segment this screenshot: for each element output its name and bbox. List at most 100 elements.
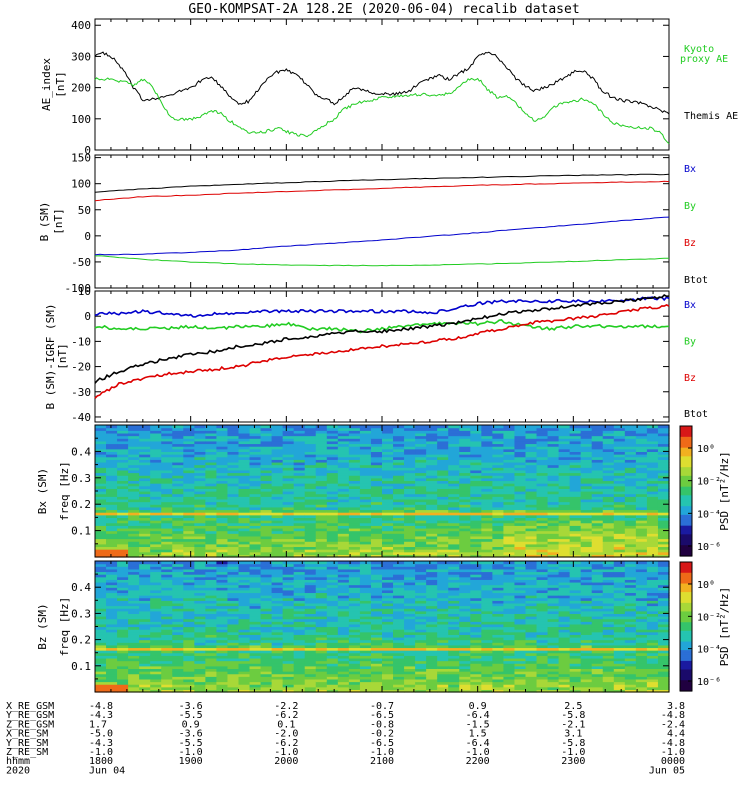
colorbar-segment (680, 534, 692, 538)
spectrogram-cell (139, 644, 151, 649)
spectrogram-cell (602, 541, 615, 545)
colorbar-segment (680, 543, 692, 546)
spectrogram-cell (448, 469, 460, 474)
spectrogram-cell (448, 678, 460, 683)
spectrogram-cell (448, 464, 460, 468)
spectrogram-cell (503, 451, 516, 455)
spectrogram-cell (657, 525, 670, 529)
spectrogram-cell (426, 469, 438, 474)
spectrogram-cell (293, 576, 306, 580)
colorbar-segment (680, 428, 692, 431)
spectrogram-cell (437, 587, 449, 591)
spectrogram-cell (95, 629, 107, 633)
spectrogram-cell (382, 689, 394, 693)
spectrogram-cell (635, 525, 648, 529)
spectrogram-cell (205, 660, 218, 664)
colorbar-segment (680, 436, 692, 440)
spectrogram-cell (128, 639, 140, 643)
spectrogram-cell (95, 506, 107, 511)
spectrogram-cell (260, 554, 273, 558)
spectrogram-cell (514, 467, 527, 471)
spectrogram-cell (646, 549, 659, 553)
spectrogram-cell (415, 684, 427, 688)
spectrogram-cell (370, 584, 383, 588)
spectrogram-cell (139, 517, 151, 521)
spectrogram-cell (404, 432, 416, 437)
spectrogram-cell (161, 446, 173, 450)
spectrogram-cell (128, 644, 140, 649)
spectrogram-cell (635, 472, 648, 476)
spectrogram-cell (282, 459, 295, 463)
spectrogram-cell (304, 527, 317, 532)
spectrogram-cell (238, 541, 251, 545)
spectrogram-cell (393, 496, 405, 500)
spectrogram-cell (304, 551, 317, 555)
spectrogram-cell (426, 616, 438, 620)
spectrogram-cell (216, 477, 229, 482)
spectrogram-cell (161, 504, 173, 508)
spectrogram-cell (393, 443, 405, 447)
spectrogram-cell (404, 454, 416, 458)
spectrogram-cell (128, 527, 140, 532)
spectrogram-cell (348, 491, 361, 495)
spectrogram-cell (205, 584, 218, 588)
spectrogram-cell (503, 533, 516, 537)
spectrogram-cell (172, 461, 184, 466)
spectrogram-cell (326, 459, 339, 463)
spectrogram-cell (481, 561, 493, 565)
spectrogram-cell (227, 602, 240, 607)
spectrogram-cell (216, 650, 229, 654)
spectrogram-cell (492, 623, 505, 628)
spectrogram-cell (260, 610, 273, 614)
spectrogram-cell (404, 595, 416, 599)
spectrogram-cell (183, 668, 195, 672)
spectrogram-cell (282, 504, 295, 508)
spectrogram-cell (591, 488, 604, 492)
spectrogram-cell (448, 506, 460, 511)
spectrogram-cell (128, 681, 140, 685)
spectrogram-cell (448, 665, 460, 670)
spectrogram-cell (602, 514, 615, 518)
spectrogram-cell (117, 657, 129, 662)
spectrogram-cell (404, 676, 416, 680)
spectrogram-cell (393, 597, 405, 601)
spectrogram-cell (238, 525, 251, 529)
spectrogram-cell (271, 602, 284, 607)
spectrogram-cell (117, 568, 129, 573)
spectrogram-cell (359, 461, 372, 466)
spectrogram-cell (216, 546, 229, 550)
spectrogram-cell (172, 549, 184, 553)
spectrogram-cell (326, 673, 339, 677)
spectrogram-cell (337, 579, 350, 583)
spectrogram-cell (525, 477, 538, 482)
spectrogram-cell (459, 561, 471, 565)
spectrogram-cell (161, 454, 173, 458)
spectrogram-cell (359, 671, 372, 675)
spectrogram-cell (415, 496, 427, 500)
spectrogram-cell (492, 592, 505, 596)
spectrogram-cell (249, 459, 262, 463)
spectrogram-cell (393, 571, 405, 575)
spectrogram-cell (271, 589, 284, 594)
spectrogram-cell (161, 647, 173, 651)
spectrogram-cell (525, 464, 538, 468)
spectrogram-cell (348, 584, 361, 588)
spectrogram-cell (216, 438, 229, 442)
spectrogram-cell (348, 432, 361, 437)
spectrogram-cell (470, 636, 482, 641)
spectrogram-cell (139, 514, 151, 518)
spectrogram-cell (481, 501, 493, 505)
spectrogram-cell (150, 443, 162, 447)
spectrogram-cell (117, 602, 129, 607)
spectrogram-cell (161, 448, 173, 452)
spectrogram-cell (227, 541, 240, 545)
spectrogram-cell (205, 602, 218, 607)
spectrogram-cell (315, 438, 328, 442)
spectrogram-cell (503, 543, 516, 548)
spectrogram-cell (415, 663, 427, 667)
series-line-bz (94, 304, 670, 399)
spectrogram-cell (415, 650, 427, 654)
spectrogram-cell (382, 425, 394, 429)
spectrogram-cell (580, 435, 593, 439)
spectrogram-cell (194, 678, 206, 683)
